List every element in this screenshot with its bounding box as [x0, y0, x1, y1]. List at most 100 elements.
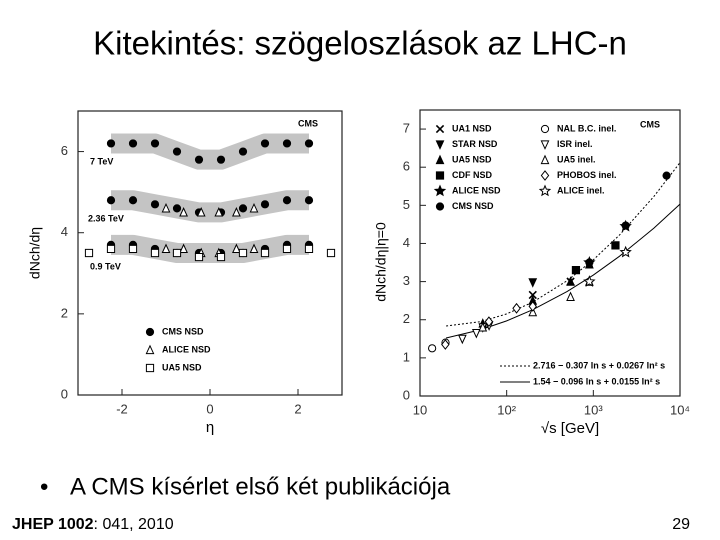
legend-marker — [538, 184, 552, 197]
legend-marker — [433, 184, 447, 197]
legend-marker — [435, 202, 445, 211]
marker — [196, 207, 206, 217]
marker — [611, 241, 620, 250]
marker — [106, 244, 116, 254]
page-number: 29 — [672, 516, 690, 533]
legend-label: PHOBOS inel. — [557, 170, 617, 180]
marker — [621, 221, 630, 230]
plot-frame — [419, 109, 681, 397]
y-tick-label: 4 — [61, 224, 68, 239]
legend-marker — [540, 140, 550, 150]
legend-label: UA1 NSD — [452, 123, 492, 133]
marker — [478, 321, 488, 332]
legend-marker — [435, 154, 445, 165]
marker — [172, 147, 182, 156]
marker — [128, 196, 138, 205]
legend-label: UA5 NSD — [452, 154, 492, 164]
marker — [172, 248, 182, 258]
marker — [484, 316, 494, 328]
annotation: CMS — [298, 118, 318, 128]
marker — [128, 244, 138, 254]
marker — [528, 300, 537, 312]
marker — [150, 200, 160, 209]
marker — [161, 202, 171, 213]
y-axis-label: dNch/dη|η=0 — [373, 222, 389, 302]
marker — [238, 248, 248, 258]
marker — [260, 248, 270, 258]
marker — [528, 290, 537, 300]
x-tick-label: 0 — [206, 401, 213, 416]
marker — [619, 245, 632, 258]
marker — [662, 171, 671, 180]
legend-label: UA5 NSD — [162, 362, 202, 372]
marker — [471, 328, 481, 339]
band — [111, 190, 309, 223]
marker — [172, 204, 182, 213]
legend-marker — [435, 124, 445, 134]
marker — [282, 196, 292, 205]
legend-label: CMS NSD — [162, 326, 204, 336]
marker — [583, 275, 596, 287]
footer-rest: : 041, 2010 — [94, 516, 174, 533]
y-tick-label: 6 — [403, 159, 410, 174]
marker — [232, 207, 241, 217]
y-tick-label: 6 — [61, 143, 68, 158]
y-tick-label: 3 — [403, 273, 410, 288]
legend-marker — [540, 124, 550, 134]
legend-marker — [145, 327, 155, 337]
legend-label: STAR NSD — [452, 139, 498, 149]
legend-label: ISR inel. — [557, 139, 593, 149]
marker — [161, 243, 171, 254]
marker — [566, 276, 575, 286]
legend-marker — [145, 363, 155, 373]
legend-marker — [435, 140, 445, 150]
y-tick-label: 0 — [403, 387, 410, 402]
marker — [179, 207, 188, 217]
legend-label: UA5 inel. — [557, 154, 596, 164]
y-tick-label: 2 — [403, 311, 410, 326]
fit-line — [445, 203, 681, 339]
footer-bold: JHEP 1002 — [12, 516, 94, 533]
legend-marker — [435, 171, 445, 180]
legend-label: CMS NSD — [452, 201, 494, 211]
footer: JHEP 1002: 041, 2010 — [12, 516, 174, 533]
marker — [304, 244, 314, 254]
x-tick-label: 10² — [497, 402, 516, 417]
x-tick-label: 10³ — [584, 402, 603, 417]
annotation: 7 TeV — [90, 156, 113, 166]
marker — [214, 207, 224, 217]
marker — [249, 243, 259, 254]
marker — [238, 204, 248, 213]
marker — [304, 139, 314, 148]
legend-marker — [145, 344, 155, 355]
marker — [179, 243, 188, 254]
legend-label: NAL B.C. inel. — [557, 123, 616, 133]
y-axis-label: dNch/dη — [27, 227, 43, 279]
marker — [194, 252, 204, 262]
legend-marker — [540, 154, 550, 165]
legend-label: ALICE inel. — [557, 185, 605, 195]
marker — [566, 291, 575, 301]
band — [111, 133, 309, 170]
bullet-marker: • — [40, 473, 48, 500]
annotation: 2.36 TeV — [88, 213, 124, 223]
band — [111, 234, 309, 263]
marker — [512, 302, 521, 314]
marker — [457, 334, 467, 345]
annotation: CMS — [640, 119, 660, 129]
marker — [571, 266, 581, 275]
marker — [84, 248, 94, 258]
marker — [528, 278, 538, 288]
marker — [441, 339, 450, 350]
marker — [585, 258, 594, 267]
x-axis-label: η — [206, 419, 214, 436]
bullet-text: A CMS kísérlet első két publikációja — [70, 473, 451, 500]
marker — [106, 196, 116, 205]
y-tick-label: 5 — [403, 197, 410, 212]
marker — [260, 139, 270, 148]
legend-label: 1.54 − 0.096 ln s + 0.0155 ln² s — [533, 376, 660, 386]
marker — [326, 248, 336, 258]
slide-title: Kitekintés: szögeloszlások az LHC-n — [93, 25, 627, 62]
y-tick-label: 1 — [403, 349, 410, 364]
